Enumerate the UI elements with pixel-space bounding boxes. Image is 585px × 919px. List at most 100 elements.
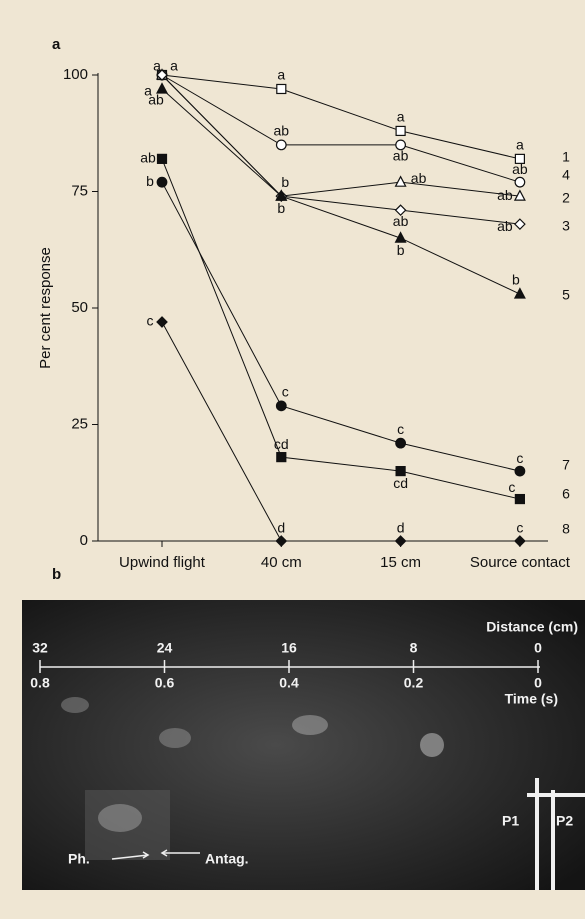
series-line xyxy=(161,74,520,225)
marker xyxy=(156,82,168,94)
x-tick-label: 15 cm xyxy=(380,554,421,571)
y-tick-label: 100 xyxy=(63,66,88,83)
marker xyxy=(395,466,406,477)
distance-label: Distance (cm) xyxy=(486,619,578,635)
significance-letter: c xyxy=(282,384,289,400)
x-tick-label: 40 cm xyxy=(261,554,302,571)
marker xyxy=(156,316,168,328)
significance-letter: d xyxy=(277,520,285,536)
significance-letter: cd xyxy=(274,436,289,452)
insect-ghost xyxy=(61,697,89,713)
insect-ghost xyxy=(420,733,444,757)
significance-letter: ab xyxy=(140,150,156,166)
significance-letter: b xyxy=(512,272,520,288)
photo-label: Ph. xyxy=(68,851,90,867)
marker xyxy=(394,535,407,547)
marker xyxy=(276,83,287,95)
time-tick-label: 0 xyxy=(534,675,542,691)
distance-tick-label: 24 xyxy=(157,640,173,656)
insect-ghost xyxy=(98,804,142,832)
significance-letter: ab xyxy=(497,187,513,203)
significance-letter: cd xyxy=(393,475,408,491)
significance-letter: b xyxy=(277,200,285,216)
significance-letter: ab xyxy=(148,92,164,108)
marker xyxy=(513,287,526,299)
significance-letter: c xyxy=(147,313,154,329)
y-axis-label: Per cent response xyxy=(37,247,54,369)
marker xyxy=(514,218,526,230)
marker xyxy=(275,189,288,201)
posts xyxy=(527,778,585,890)
series-line xyxy=(161,74,521,160)
significance-letter: a xyxy=(170,58,178,74)
time-tick-label: 0.8 xyxy=(30,675,50,691)
series-line xyxy=(161,88,521,295)
x-tick-label: Upwind flight xyxy=(119,554,206,571)
y-tick-label: 50 xyxy=(71,299,88,316)
significance-letter: c xyxy=(397,421,404,437)
series-line xyxy=(161,74,521,183)
panel-label: b xyxy=(52,566,61,583)
significance-letter: ab xyxy=(512,161,528,177)
panel-label: a xyxy=(52,36,61,53)
marker xyxy=(514,176,526,188)
time-tick-label: 0.4 xyxy=(279,675,299,691)
marker xyxy=(156,176,168,188)
time-tick-label: 0.6 xyxy=(155,675,175,691)
marker xyxy=(514,153,526,164)
series-line xyxy=(161,158,521,500)
insect-ghost xyxy=(159,728,191,748)
legend-label: 1 xyxy=(562,149,570,165)
series-line xyxy=(161,181,521,472)
significance-letter: ab xyxy=(393,213,409,229)
marker xyxy=(514,535,526,547)
significance-letter: ab xyxy=(393,148,409,164)
distance-tick-label: 32 xyxy=(32,640,48,656)
significance-letter: c xyxy=(516,450,523,466)
significance-letter: a xyxy=(144,83,152,99)
significance-letter: ab xyxy=(411,170,427,186)
significance-letter: a xyxy=(516,137,524,153)
marker xyxy=(395,125,406,137)
marker xyxy=(394,204,407,216)
legend-label: 6 xyxy=(562,486,570,502)
marker xyxy=(514,465,526,477)
distance-tick-label: 8 xyxy=(410,640,418,656)
significance-letter: a xyxy=(153,58,161,74)
distance-tick-label: 16 xyxy=(281,640,297,656)
insect-ghost xyxy=(292,715,328,735)
y-tick-label: 75 xyxy=(71,182,88,199)
marker xyxy=(395,437,407,449)
photo-label: Antag. xyxy=(205,851,249,867)
y-tick-label: 0 xyxy=(80,532,88,549)
marker xyxy=(156,153,168,164)
significance-letter: b xyxy=(281,174,289,190)
significance-letter: b xyxy=(146,173,154,189)
significance-letter: c xyxy=(508,479,515,495)
marker xyxy=(514,493,526,505)
significance-letter: ab xyxy=(274,123,290,139)
marker xyxy=(394,175,407,187)
legend-label: 5 xyxy=(562,287,570,303)
distance-tick-label: 0 xyxy=(534,640,542,656)
marker xyxy=(394,231,407,243)
photo: Distance (cm) Time (s) Ph. Antag. P1 P2 … xyxy=(22,600,585,890)
photo-label: P1 xyxy=(502,813,519,829)
marker xyxy=(275,139,287,151)
legend-label: 3 xyxy=(562,218,570,234)
y-tick-label: 25 xyxy=(71,415,88,432)
marker xyxy=(276,452,287,463)
significance-letter: ab xyxy=(497,218,513,234)
time-label: Time (s) xyxy=(505,691,558,707)
legend-label: 2 xyxy=(562,190,570,206)
marker xyxy=(395,139,407,151)
significance-letter: a xyxy=(277,67,285,83)
significance-letter: c xyxy=(516,520,523,536)
legend-label: 4 xyxy=(562,167,570,183)
legend-label: 8 xyxy=(562,521,570,537)
marker xyxy=(275,535,288,547)
significance-letter: b xyxy=(397,242,405,258)
marker xyxy=(513,189,526,201)
significance-letter: d xyxy=(397,520,405,536)
series-line xyxy=(161,321,520,542)
